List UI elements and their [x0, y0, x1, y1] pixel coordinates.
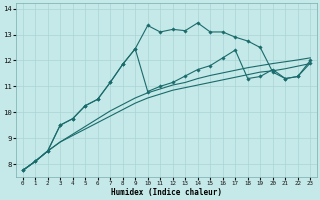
X-axis label: Humidex (Indice chaleur): Humidex (Indice chaleur) [111, 188, 222, 197]
